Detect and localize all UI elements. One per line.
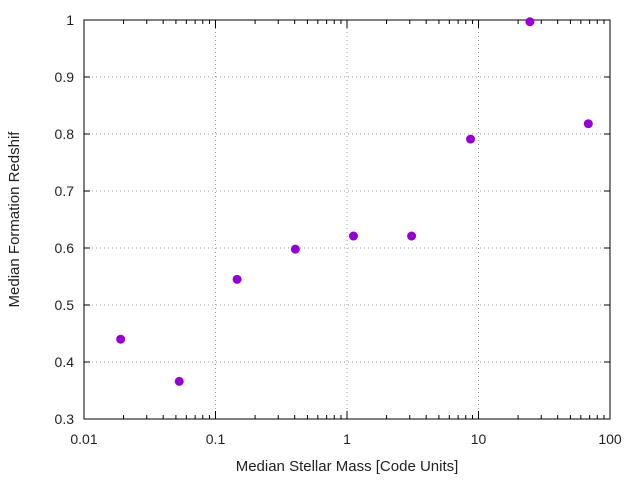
data-point (348, 231, 358, 241)
axis-ticks (83, 19, 611, 420)
data-point (232, 274, 242, 284)
tick-labels: 0.3 0.4 0.5 0.6 0.7 0.8 0.9 1 0.01 0.1 1 10 100 (55, 12, 622, 447)
plot-frame (83, 19, 611, 420)
x-tick-label: 0.01 (70, 431, 97, 447)
y-tick-label: 0.9 (55, 69, 75, 85)
y-axis-label: Median Formation Redshif (6, 131, 23, 308)
y-tick-label: 0.4 (55, 354, 75, 370)
x-tick-label: 10 (471, 431, 487, 447)
y-tick-label: 0.8 (55, 126, 75, 142)
data-points (116, 17, 593, 386)
y-tick-label: 0.5 (55, 297, 75, 313)
y-tick-label: 0.7 (55, 183, 75, 199)
data-point (466, 134, 476, 144)
data-point (407, 231, 417, 241)
y-tick-label: 0.3 (55, 411, 75, 427)
y-tick-label: 0.6 (55, 240, 75, 256)
data-point (290, 244, 300, 254)
x-tick-label: 0.1 (206, 431, 226, 447)
data-point (583, 119, 593, 129)
x-tick-label: 1 (343, 431, 351, 447)
x-axis-label: Median Stellar Mass [Code Units] (236, 458, 459, 475)
data-point (174, 376, 184, 386)
x-tick-label: 100 (598, 431, 622, 447)
data-point (525, 17, 535, 27)
grid-lines (84, 20, 610, 419)
data-point (116, 334, 126, 344)
y-tick-label: 1 (66, 12, 74, 28)
